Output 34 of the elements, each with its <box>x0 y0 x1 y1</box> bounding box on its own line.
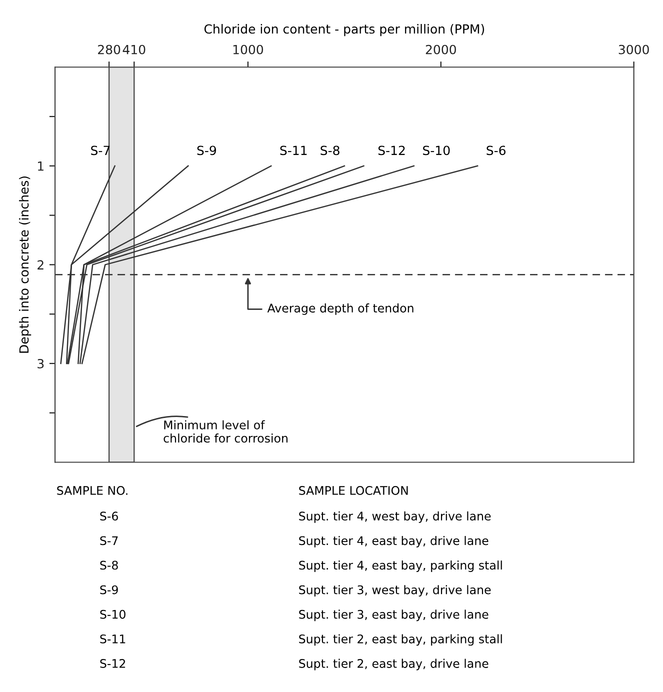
text: S-11 <box>100 634 126 644</box>
text: Supt. tier 4, east bay, parking stall <box>299 560 502 572</box>
y-tick-label: 3 <box>38 358 44 368</box>
text: Supt. tier 4, east bay, drive lane <box>299 536 488 548</box>
text: S-9 <box>100 585 118 594</box>
series-label: S-6 <box>486 146 506 156</box>
x-tick-label: 3000 <box>618 44 649 54</box>
text: S-7 <box>100 536 118 546</box>
text: Supt. tier 4, west bay, drive lane <box>299 511 491 523</box>
x-tick-label: 2000 <box>426 44 456 54</box>
text: S-12 <box>100 659 126 668</box>
text: SAMPLE NO. <box>57 486 128 495</box>
text: Supt. tier 3, east bay, drive lane <box>299 610 488 622</box>
x-tick-label: 1000 <box>233 44 264 54</box>
series-label: S-9 <box>197 146 216 156</box>
series-label: S-12 <box>378 146 405 156</box>
x-axis-title: Chloride ion content - parts per million (PPM) <box>204 24 484 36</box>
ref-line-label: Average depth of tendon <box>267 303 414 315</box>
text: Supt. tier 2, east bay, drive lane <box>299 658 488 670</box>
y-tick-label: 1 <box>38 162 44 171</box>
x-tick-label: 410 <box>122 44 146 54</box>
band-label: Minimum level of chloride for corrosion <box>164 420 288 443</box>
text: Supt. tier 3, west bay, drive lane <box>299 585 491 597</box>
text: Supt. tier 2, east bay, parking stall <box>299 634 502 646</box>
text: S-8 <box>100 560 118 570</box>
series-label: S-11 <box>280 146 307 156</box>
text: S-6 <box>100 512 118 521</box>
series-label: S-8 <box>320 146 340 156</box>
x-tick-label: 280 <box>98 44 120 54</box>
text: SAMPLE LOCATION <box>299 486 408 495</box>
series-label: S-10 <box>423 146 450 156</box>
text: S-10 <box>100 610 126 619</box>
y-tick-label: 2 <box>38 260 44 270</box>
y-axis-title: Depth into concrete (inches) <box>19 176 32 353</box>
